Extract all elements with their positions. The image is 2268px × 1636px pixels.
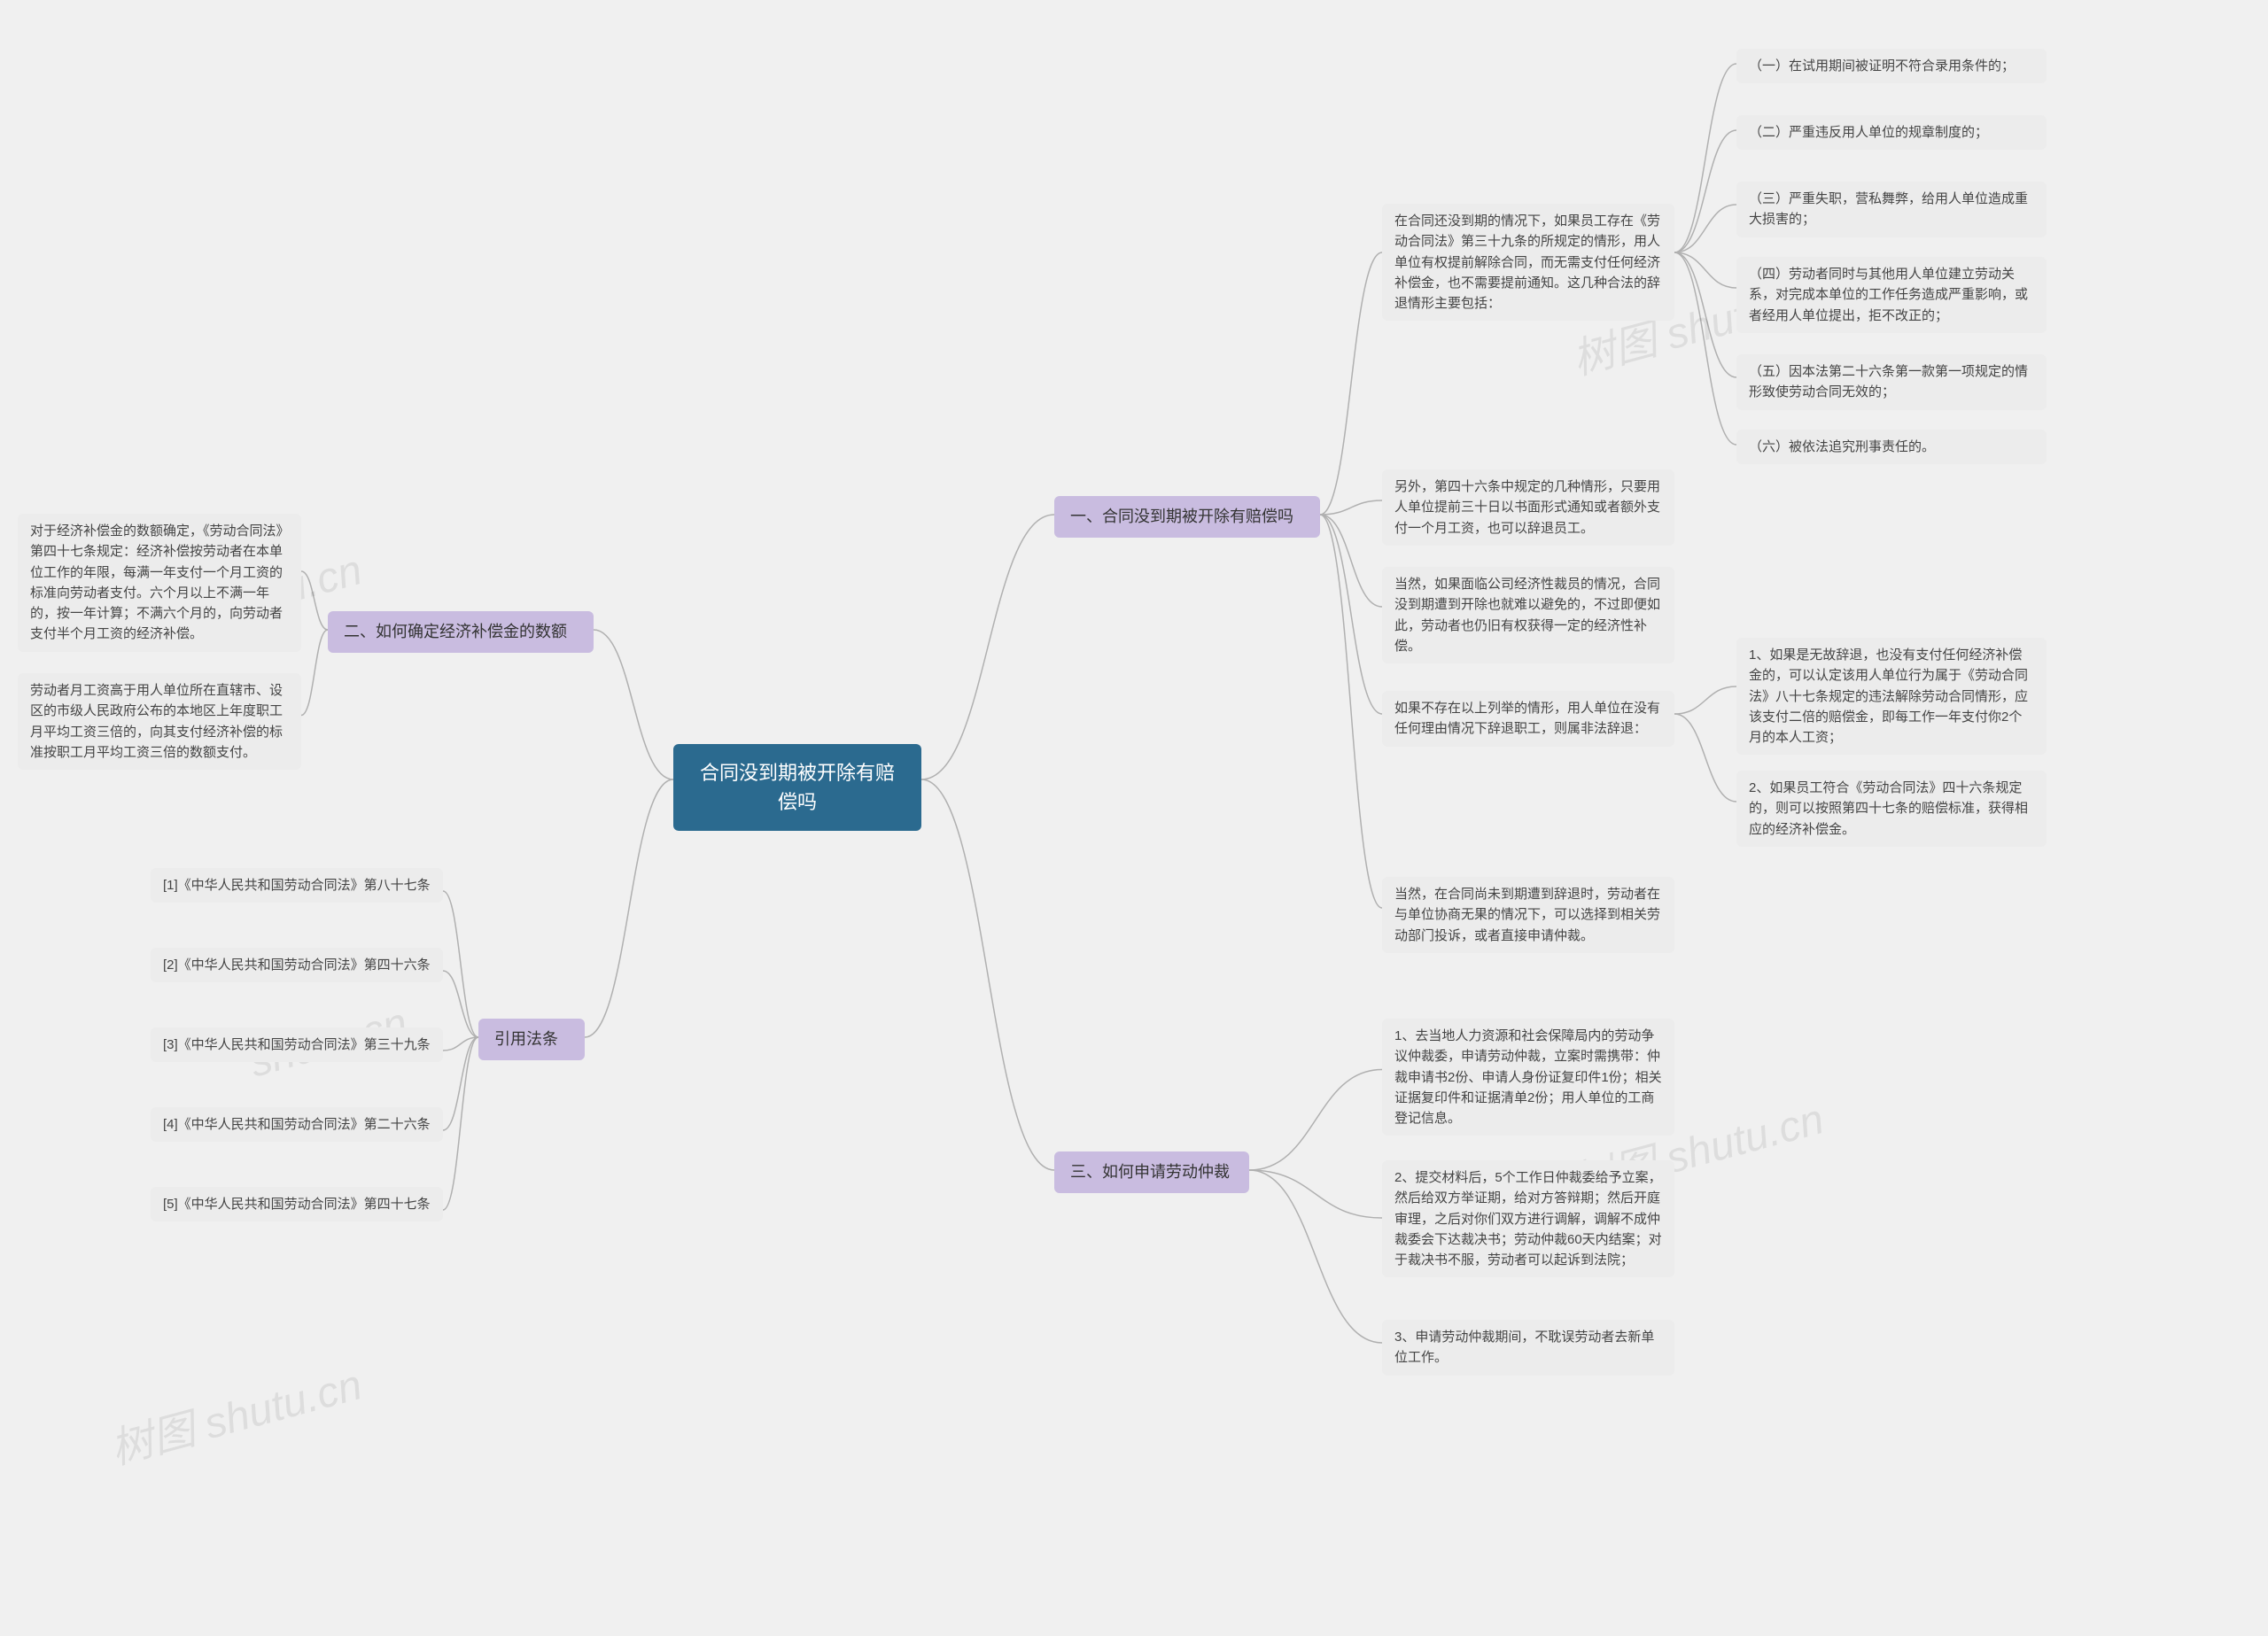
leaf-node: （四）劳动者同时与其他用人单位建立劳动关系，对完成本单位的工作任务造成严重影响，… — [1736, 257, 2047, 333]
root-node: 合同没到期被开除有赔偿吗 — [673, 744, 921, 831]
watermark: 树图 shutu.cn — [103, 1350, 368, 1477]
branch-node: 二、如何确定经济补偿金的数额 — [328, 611, 594, 653]
branch-node: 一、合同没到期被开除有赔偿吗 — [1054, 496, 1320, 538]
leaf-node: 1、如果是无故辞退，也没有支付任何经济补偿金的，可以认定该用人单位行为属于《劳动… — [1736, 638, 2047, 755]
leaf-node: （六）被依法追究刑事责任的。 — [1736, 430, 2047, 464]
leaf-node: 1、去当地人力资源和社会保障局内的劳动争议仲裁委，申请劳动仲裁，立案时需携带：仲… — [1382, 1019, 1674, 1136]
leaf-node: （一）在试用期间被证明不符合录用条件的； — [1736, 49, 2047, 83]
leaf-node: 在合同还没到期的情况下，如果员工存在《劳动合同法》第三十九条的所规定的情形，用人… — [1382, 204, 1674, 321]
branch-node: 三、如何申请劳动仲裁 — [1054, 1151, 1249, 1193]
leaf-node: [3]《中华人民共和国劳动合同法》第三十九条 — [151, 1027, 443, 1062]
leaf-node: [2]《中华人民共和国劳动合同法》第四十六条 — [151, 948, 443, 982]
leaf-node: 当然，在合同尚未到期遭到辞退时，劳动者在与单位协商无果的情况下，可以选择到相关劳… — [1382, 877, 1674, 953]
leaf-node: 对于经济补偿金的数额确定，《劳动合同法》第四十七条规定：经济补偿按劳动者在本单位… — [18, 514, 301, 652]
leaf-node: 2、提交材料后，5个工作日仲裁委给予立案，然后给双方举证期，给对方答辩期；然后开… — [1382, 1160, 1674, 1277]
leaf-node: 2、如果员工符合《劳动合同法》四十六条规定的，则可以按照第四十七条的赔偿标准，获… — [1736, 771, 2047, 847]
leaf-node: 当然，如果面临公司经济性裁员的情况，合同没到期遭到开除也就难以避免的，不过即便如… — [1382, 567, 1674, 663]
branch-node: 引用法条 — [478, 1019, 585, 1060]
leaf-node: （五）因本法第二十六条第一款第一项规定的情形致使劳动合同无效的； — [1736, 354, 2047, 410]
leaf-node: 3、申请劳动仲裁期间，不耽误劳动者去新单位工作。 — [1382, 1320, 1674, 1376]
leaf-node: （三）严重失职，营私舞弊，给用人单位造成重大损害的； — [1736, 182, 2047, 237]
leaf-node: （二）严重违反用人单位的规章制度的； — [1736, 115, 2047, 150]
leaf-node: [5]《中华人民共和国劳动合同法》第四十七条 — [151, 1187, 443, 1221]
leaf-node: 如果不存在以上列举的情形，用人单位在没有任何理由情况下辞退职工，则属非法辞退： — [1382, 691, 1674, 747]
leaf-node: 另外，第四十六条中规定的几种情形，只要用人单位提前三十日以书面形式通知或者额外支… — [1382, 469, 1674, 546]
leaf-node: 劳动者月工资高于用人单位所在直辖市、设区的市级人民政府公布的本地区上年度职工月平… — [18, 673, 301, 770]
leaf-node: [1]《中华人民共和国劳动合同法》第八十七条 — [151, 868, 443, 903]
leaf-node: [4]《中华人民共和国劳动合同法》第二十六条 — [151, 1107, 443, 1142]
